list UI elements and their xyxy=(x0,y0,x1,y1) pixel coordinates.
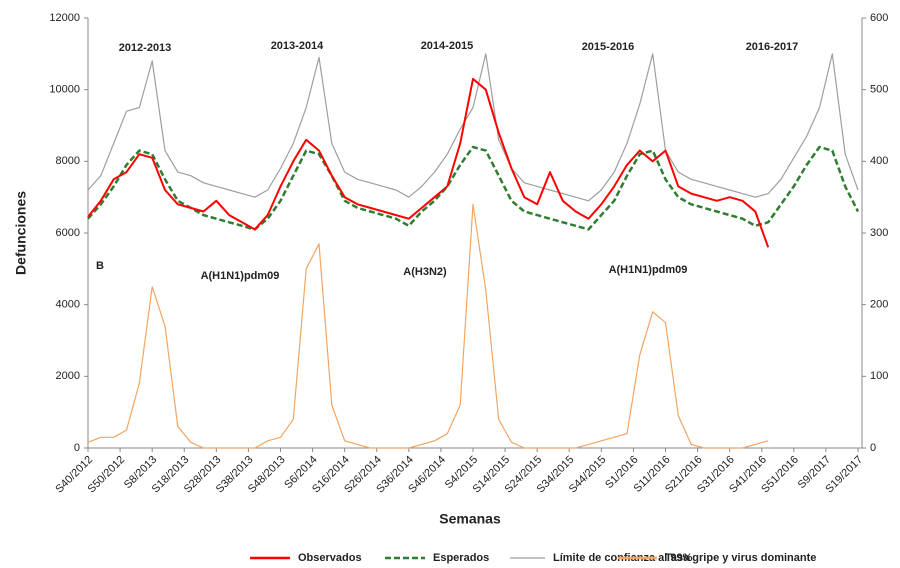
y-tick-label: 6000 xyxy=(56,227,80,239)
y-tick-label: 0 xyxy=(74,442,80,454)
y2-tick-label: 0 xyxy=(870,442,876,454)
series-line xyxy=(87,145,860,231)
legend-label: Tasa gripe y virus dominante xyxy=(665,552,816,564)
y2-tick-label: 600 xyxy=(870,12,888,24)
x-axis-title: Semanas xyxy=(439,511,501,527)
annotation: A(H1N1)pdm09 xyxy=(201,270,280,282)
y2-tick-label: 400 xyxy=(870,155,888,167)
legend-label: Observados xyxy=(298,552,362,564)
y-tick-label: 4000 xyxy=(56,299,80,311)
annotation: A(H3N2) xyxy=(403,266,447,278)
y-tick-label: 2000 xyxy=(56,370,80,382)
y2-tick-label: 200 xyxy=(870,299,888,311)
annotation: B xyxy=(96,260,104,272)
y2-tick-label: 300 xyxy=(870,227,888,239)
annotation: 2013-2014 xyxy=(271,40,324,52)
annotation: 2012-2013 xyxy=(119,42,172,54)
series-line xyxy=(87,77,770,248)
series-line xyxy=(87,53,859,202)
y2-tick-label: 100 xyxy=(870,370,888,382)
legend-label: Esperados xyxy=(433,552,489,564)
y2-tick-label: 500 xyxy=(870,84,888,96)
y-tick-label: 12000 xyxy=(49,12,80,24)
y-tick-label: 10000 xyxy=(49,84,80,96)
annotation: A(H1N1)pdm09 xyxy=(609,264,688,276)
y-axis-title: Defunciones xyxy=(13,191,29,275)
annotation: 2015-2016 xyxy=(582,41,635,53)
y-tick-label: 8000 xyxy=(56,155,80,167)
series-line xyxy=(87,203,769,449)
annotation: 2014-2015 xyxy=(421,40,474,52)
annotation: 2016-2017 xyxy=(746,41,799,53)
